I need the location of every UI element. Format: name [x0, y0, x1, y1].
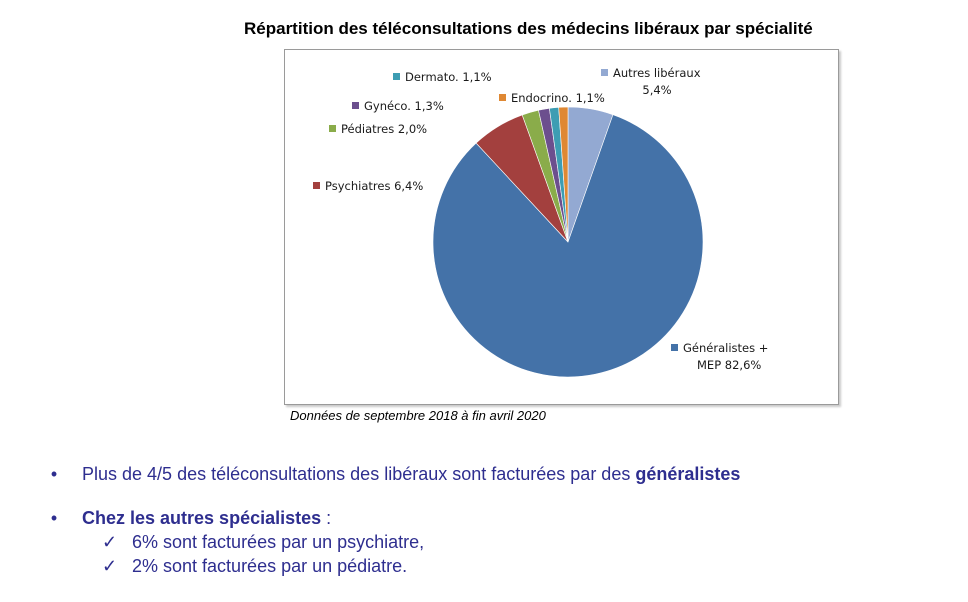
legend-swatch	[329, 125, 336, 132]
slice-label: Gynéco. 1,3%	[364, 99, 444, 113]
legend-swatch	[601, 69, 608, 76]
bullet-strong: Chez les autres spécialistes	[82, 508, 322, 528]
legend-swatch	[313, 182, 320, 189]
bullet-list: • Plus de 4/5 des téléconsultations des …	[46, 462, 946, 578]
bullet-text: :	[321, 508, 332, 528]
bullet-dot: •	[50, 464, 58, 484]
check-item-psychiatre: ✓ 6% sont facturées par un psychiatre,	[46, 530, 946, 554]
bullet-strong: généralistes	[635, 464, 741, 484]
chart-title: Répartition des téléconsultations des mé…	[244, 19, 813, 38]
slice-label: Autres libéraux	[613, 66, 701, 80]
pie-slice	[432, 114, 704, 378]
checkmark-icon: ✓	[102, 532, 118, 552]
bullet-item-specialistes: • Chez les autres spécialistes :	[46, 506, 946, 530]
pie-slice	[558, 106, 569, 243]
check-text: 2% sont facturées par un pédiatre.	[132, 556, 408, 576]
slice-label: Pédiatres 2,0%	[341, 122, 427, 136]
slice-label: MEP 82,6%	[697, 358, 761, 372]
check-text: 6% sont facturées par un psychiatre,	[132, 532, 425, 552]
bullet-text: Plus de 4/5 des téléconsultations des li…	[82, 464, 636, 484]
chart-area: Autres libéraux 5,4% Généralistes + MEP 82,…	[284, 49, 839, 405]
bullet-item-generalistes: • Plus de 4/5 des téléconsultations des …	[46, 462, 946, 486]
slice-label: Dermato. 1,1%	[405, 70, 492, 84]
legend-swatch	[352, 102, 359, 109]
checkmark-icon: ✓	[102, 556, 118, 576]
bullet-dot: •	[50, 508, 58, 528]
slice-label: Généralistes +	[683, 341, 768, 355]
check-item-pediatre: ✓ 2% sont facturées par un pédiatre.	[46, 554, 946, 578]
legend-swatch	[671, 344, 678, 351]
chart-caption: Données de septembre 2018 à fin avril 20…	[290, 408, 546, 423]
slice-label: Endocrino. 1,1%	[511, 91, 605, 105]
pie-chart: Autres libéraux 5,4% Généralistes + MEP 82,…	[313, 66, 768, 378]
slice-label: Psychiatres 6,4%	[325, 179, 423, 193]
slice-label: 5,4%	[642, 83, 671, 97]
legend-swatch	[499, 94, 506, 101]
legend-swatch	[393, 73, 400, 80]
